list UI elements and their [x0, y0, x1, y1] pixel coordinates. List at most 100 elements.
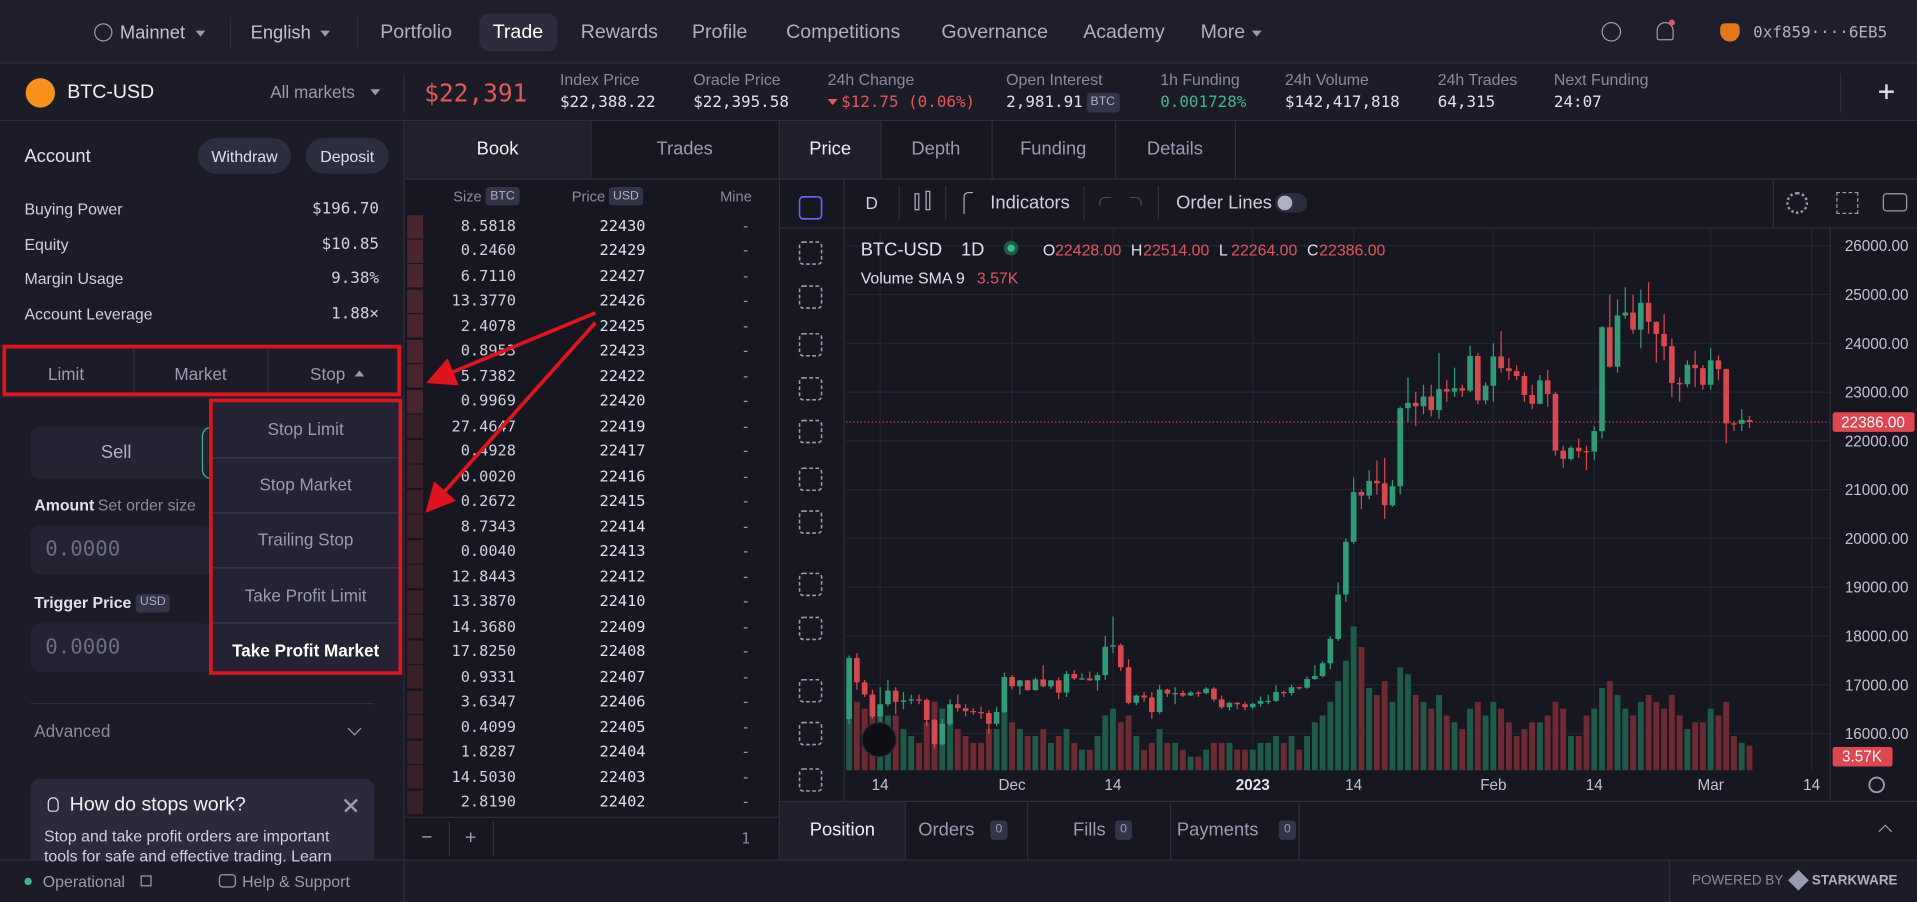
book-size: 0.0020 — [460, 466, 516, 485]
network-selector[interactable]: Mainnet — [119, 22, 186, 44]
market-bar — [0, 63, 1917, 122]
active-nav-bg — [479, 13, 558, 52]
nav-link[interactable]: Profile — [691, 22, 748, 43]
dropdown-item[interactable]: Take Profit Market — [232, 640, 380, 660]
book-mine: - — [743, 567, 749, 585]
book-size: 0.8953 — [460, 341, 516, 360]
account-button[interactable] — [198, 138, 291, 174]
help-text: tools for safe and effective trading. Le… — [44, 846, 332, 865]
nav-link[interactable]: Trade — [492, 22, 544, 43]
chart-tab[interactable]: Price — [809, 138, 852, 160]
screenshot-icon[interactable] — [1882, 193, 1908, 212]
help-text: Stop and take profit orders are importan… — [44, 827, 330, 846]
book-mine: - — [743, 768, 749, 786]
book-price: 22406 — [599, 691, 646, 711]
book-price: 22404 — [599, 741, 646, 761]
bottom-tab[interactable]: Orders — [918, 819, 975, 841]
market-selector[interactable]: All markets — [270, 81, 355, 102]
divider — [1839, 73, 1842, 113]
divider — [780, 800, 1917, 803]
stat-label: Open Interest — [1006, 70, 1103, 89]
book-price: 22426 — [599, 291, 646, 310]
plus-icon — [1885, 84, 1888, 100]
nav-link[interactable]: More — [1200, 22, 1246, 43]
book-price: 22417 — [599, 441, 646, 460]
nav-link[interactable]: Governance — [941, 22, 1048, 43]
market-symbol: BTC-USD — [67, 81, 155, 103]
candle-type-icon[interactable] — [925, 190, 931, 211]
bottom-tab[interactable]: Position — [809, 819, 875, 841]
dropdown-item[interactable]: Stop Market — [259, 474, 352, 495]
nav-link[interactable]: Portfolio — [380, 22, 452, 43]
chat-icon — [218, 874, 236, 888]
chart-tab[interactable]: Details — [1146, 138, 1203, 160]
count-badge — [1278, 820, 1296, 840]
nav-link[interactable]: Rewards — [580, 22, 658, 43]
wallet-icon — [1720, 23, 1740, 42]
divider — [212, 567, 399, 569]
depth-bar — [407, 214, 424, 238]
chart-tab[interactable]: Funding — [1020, 138, 1087, 160]
order-type-tab[interactable]: Stop — [310, 364, 346, 384]
brand-name: STARKWARE — [1811, 873, 1898, 889]
account-value: $10.85 — [321, 234, 379, 254]
divider — [1234, 121, 1237, 179]
divider — [212, 622, 399, 624]
interval-button[interactable]: D — [865, 193, 878, 213]
account-button[interactable] — [305, 138, 389, 174]
bell-icon[interactable] — [1656, 22, 1674, 41]
unit-badge — [135, 594, 170, 613]
candle-type-icon[interactable] — [914, 193, 920, 211]
caret — [320, 30, 331, 37]
status-link[interactable]: Operational — [42, 872, 125, 891]
book-tab[interactable]: Trades — [656, 138, 713, 160]
chart-panel — [780, 121, 1917, 860]
unit-badge — [608, 187, 644, 206]
zoom-out[interactable]: − — [420, 827, 433, 849]
advanced-toggle[interactable]: Advanced — [34, 721, 111, 741]
help-title: How do stops work? — [69, 794, 246, 816]
book-price: 22408 — [599, 641, 646, 661]
language-selector[interactable]: English — [250, 22, 311, 44]
stat-value: 2,981.91 — [1006, 93, 1083, 112]
stat-value: 64,315 — [1437, 93, 1496, 112]
divider — [403, 859, 405, 902]
depth-bar — [407, 590, 424, 614]
depth-bar — [407, 515, 424, 539]
book-size: 14.5030 — [451, 766, 516, 786]
wallet-address[interactable]: 0xf859····6EB5 — [1753, 23, 1888, 43]
amount-placeholder: 0.0000 — [45, 537, 121, 562]
book-price: 22423 — [599, 341, 646, 360]
bottom-tab[interactable]: Payments — [1176, 819, 1259, 841]
stat-label: 24h Trades — [1437, 70, 1518, 89]
nav-link[interactable]: Academy — [1083, 22, 1165, 43]
indicators-button[interactable]: Indicators — [990, 192, 1070, 214]
zoom-in[interactable]: + — [464, 827, 477, 849]
chart-tab[interactable]: Depth — [911, 138, 961, 160]
sell-button[interactable]: Sell — [100, 441, 132, 463]
order-type-tab[interactable]: Market — [174, 364, 227, 384]
dropdown-item[interactable]: Trailing Stop — [257, 529, 354, 550]
settings-icon[interactable] — [1786, 191, 1809, 214]
book-mine: - — [743, 367, 749, 385]
divider — [212, 456, 399, 458]
help-link[interactable]: Help & Support — [242, 872, 350, 891]
book-price: 22414 — [599, 516, 646, 535]
trigger-input[interactable] — [30, 623, 214, 673]
stat-value: $142,417,818 — [1284, 93, 1400, 112]
dropdown-item[interactable]: Take Profit Limit — [244, 585, 367, 605]
book-price: 22405 — [599, 716, 646, 736]
amount-input[interactable] — [30, 525, 214, 575]
depth-bar — [407, 364, 424, 389]
nav-link[interactable]: Competitions — [786, 22, 901, 43]
bottom-tab[interactable]: Fills — [1073, 819, 1106, 841]
divider — [1298, 802, 1300, 860]
book-size: 5.7382 — [460, 366, 516, 385]
depth-bar — [407, 264, 424, 288]
fullscreen-icon[interactable] — [1836, 191, 1859, 214]
book-tab[interactable]: Book — [476, 138, 519, 160]
dropdown-item[interactable]: Stop Limit — [267, 419, 344, 439]
help-icon[interactable] — [1601, 22, 1622, 42]
order-type-tab[interactable]: Limit — [47, 364, 85, 384]
